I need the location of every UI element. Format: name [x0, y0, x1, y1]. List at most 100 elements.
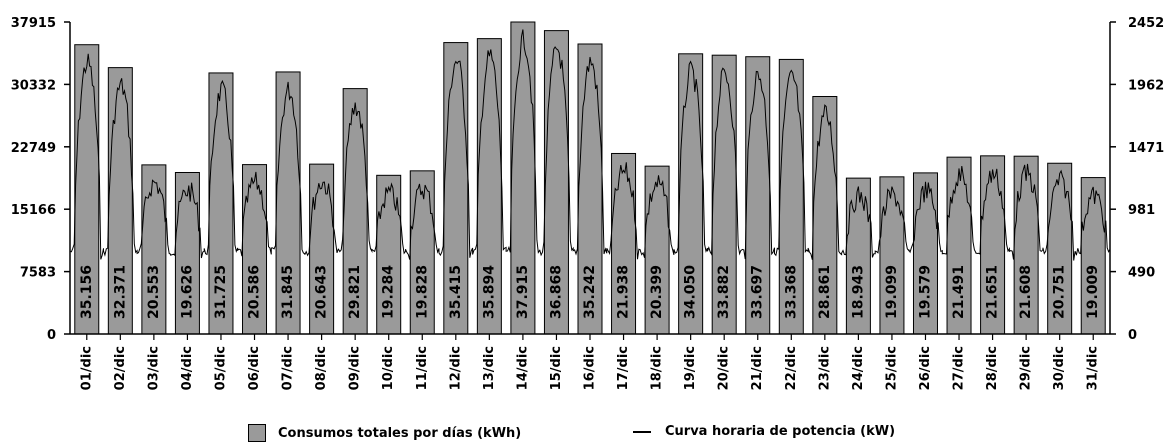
bar-value-label: 35.894	[481, 265, 497, 319]
legend-item-line: Curva horaria de potencia (kW)	[633, 424, 895, 439]
bar-value-label: 33.368	[783, 265, 799, 319]
x-tick-label: 07/dic	[281, 346, 296, 390]
x-tick-label: 27/dic	[952, 346, 967, 390]
power-curve-series	[69, 29, 1111, 261]
bar	[912, 172, 938, 335]
bar	[745, 56, 771, 335]
y-left-tick-label: 30332	[11, 78, 56, 93]
x-tick-label: 20/dic	[717, 346, 732, 390]
bar-value-label: 33.697	[750, 265, 766, 319]
bar-value-label: 31.845	[280, 265, 296, 319]
bar-value-label: 33.882	[716, 265, 732, 319]
x-tick-label: 18/dic	[650, 346, 665, 390]
bar	[1080, 177, 1106, 335]
axes	[64, 21, 1116, 340]
x-tick-label: 24/dic	[851, 346, 866, 390]
x-tick-label: 30/dic	[1052, 346, 1067, 390]
bar-value-label: 28.861	[817, 265, 833, 319]
bar	[174, 171, 200, 335]
bar	[812, 96, 838, 335]
bar-value-label: 37.915	[515, 265, 531, 319]
y-left-tick-label: 15166	[11, 203, 56, 218]
x-tick-label: 13/dic	[482, 346, 497, 390]
tick-labels: 35.156 32.371 20.553 19.626 31.725 20.586 31.8…	[11, 16, 1164, 390]
y-left-tick-label: 0	[47, 328, 56, 343]
bar-value-label: 20.643	[314, 265, 330, 319]
bar-series	[74, 21, 1106, 335]
bar-value-label: 29.821	[347, 265, 363, 319]
bar-value-label: 18.943	[850, 265, 866, 319]
daily-consumption-chart: 35.156 32.371 20.553 19.626 31.725 20.586 31.8…	[11, 16, 1164, 390]
x-tick-label: 21/dic	[750, 346, 765, 390]
bar	[510, 21, 536, 335]
x-tick-label: 19/dic	[683, 346, 698, 390]
x-tick-label: 10/dic	[381, 346, 396, 390]
power-curve-line	[69, 29, 1111, 261]
bar	[577, 43, 603, 335]
x-tick-label: 17/dic	[616, 346, 631, 390]
bar-value-label: 19.284	[381, 265, 397, 319]
bar-value-label: 21.651	[985, 265, 1001, 319]
bar-value-label: 19.626	[179, 265, 195, 319]
y-right-tick-label: 1962	[1128, 78, 1164, 93]
y-left-tick-label: 37915	[11, 16, 56, 31]
x-tick-label: 16/dic	[583, 346, 598, 390]
bar-value-label: 34.050	[683, 265, 699, 319]
bar	[74, 44, 100, 335]
bar-value-label: 21.491	[951, 265, 967, 319]
x-tick-label: 31/dic	[1086, 346, 1101, 390]
x-tick-label: 05/dic	[213, 346, 228, 390]
bar	[845, 177, 871, 335]
bar	[443, 42, 469, 335]
x-tick-label: 11/dic	[415, 346, 430, 390]
legend-label-line: Curva horaria de potencia (kW)	[665, 424, 896, 439]
bar-value-label: 32.371	[112, 265, 128, 319]
y-right-tick-label: 981	[1128, 203, 1155, 218]
x-tick-label: 25/dic	[884, 346, 899, 390]
x-tick-label: 02/dic	[113, 346, 128, 390]
bar-value-label: 19.579	[917, 265, 933, 319]
bar	[946, 156, 972, 335]
x-tick-label: 01/dic	[79, 346, 94, 390]
bar	[980, 155, 1006, 335]
legend-label-bars: Consumos totales por días (kWh)	[278, 425, 522, 441]
x-tick-label: 22/dic	[784, 346, 799, 390]
bar-value-label: 20.751	[1052, 265, 1068, 319]
x-tick-label: 12/dic	[448, 346, 463, 390]
bar-value-label: 20.553	[146, 265, 162, 319]
x-tick-label: 06/dic	[247, 346, 262, 390]
x-tick-label: 28/dic	[985, 346, 1000, 390]
bar-value-label: 19.828	[414, 265, 430, 319]
bar-value-label: 35.156	[79, 265, 95, 319]
bar-value-label: 31.725	[213, 265, 229, 319]
bar-value-label: 21.938	[616, 265, 632, 319]
bar-value-label: 35.415	[448, 265, 464, 319]
bar	[611, 152, 637, 335]
bar	[778, 58, 804, 335]
x-tick-label: 14/dic	[515, 346, 530, 390]
legend-swatch-line	[633, 430, 651, 433]
legend-item-bars: Consumos totales por días (kWh)	[248, 424, 521, 442]
legend: Consumos totales por días (kWh) Curva ho…	[0, 424, 1172, 446]
x-tick-label: 09/dic	[348, 346, 363, 390]
y-right-tick-label: 1471	[1128, 141, 1164, 156]
x-tick-label: 15/dic	[549, 346, 564, 390]
y-right-tick-label: 0	[1128, 328, 1137, 343]
x-tick-label: 23/dic	[817, 346, 832, 390]
bar-value-label: 21.608	[1018, 265, 1034, 319]
y-left-tick-label: 7583	[20, 266, 56, 281]
x-tick-label: 26/dic	[918, 346, 933, 390]
bar-value-label: 19.099	[884, 265, 900, 319]
x-tick-label: 04/dic	[180, 346, 195, 390]
y-right-tick-label: 2452	[1128, 16, 1164, 31]
y-right-tick-label: 490	[1128, 266, 1155, 281]
x-tick-label: 03/dic	[146, 346, 161, 390]
x-tick-label: 08/dic	[314, 346, 329, 390]
bar-value-label: 20.399	[649, 265, 665, 319]
bar-value-label: 19.009	[1085, 265, 1101, 319]
bar	[107, 67, 133, 335]
y-left-tick-label: 22749	[11, 141, 56, 156]
legend-swatch-bars	[248, 424, 266, 442]
bar-value-label: 20.586	[247, 265, 263, 319]
bar-value-label: 35.242	[582, 265, 598, 319]
